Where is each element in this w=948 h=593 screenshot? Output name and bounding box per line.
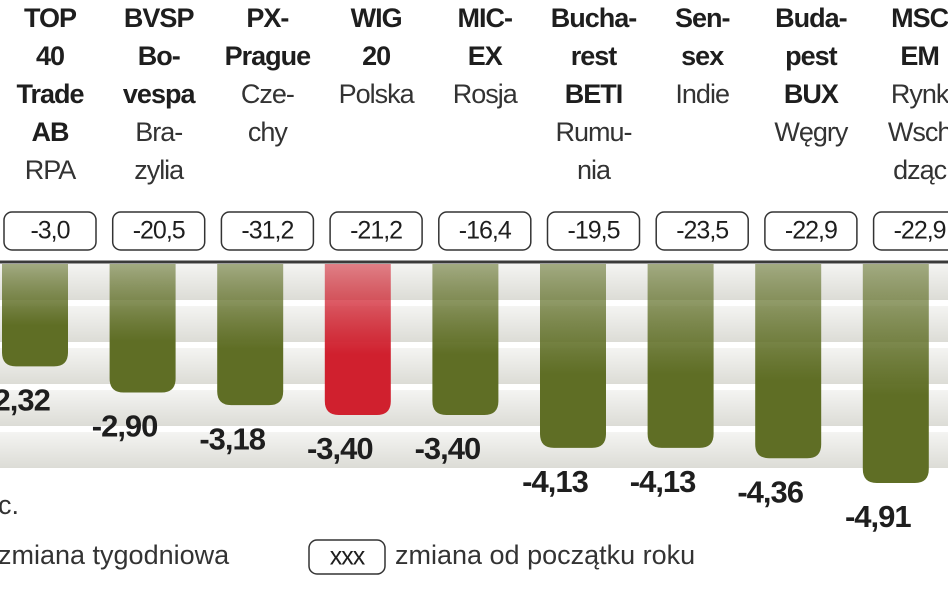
column-name: EX xyxy=(468,41,503,71)
ytd-label: -31,2 xyxy=(241,217,293,245)
bar xyxy=(755,264,822,459)
unit-note: c. xyxy=(0,490,19,520)
column-country: Polska xyxy=(339,79,416,109)
ytd-label: -22,9 xyxy=(894,217,946,245)
column-name: Trade xyxy=(16,79,84,109)
ytd-label: -3,0 xyxy=(30,217,69,245)
column-name: BUX xyxy=(784,79,839,109)
column-name: 40 xyxy=(36,41,64,71)
column-country: Rynk xyxy=(891,79,948,109)
bar xyxy=(324,264,391,415)
ytd-label: -22,9 xyxy=(785,217,837,245)
ytd-box xyxy=(3,211,97,251)
column-name: Sen- xyxy=(675,3,730,33)
column-name: sex xyxy=(681,41,724,71)
ytd-box xyxy=(872,211,948,251)
value-label: -3,40 xyxy=(415,431,481,466)
bar xyxy=(217,264,284,406)
ytd-label: -16,4 xyxy=(459,217,512,245)
column-country: Węgry xyxy=(774,117,849,147)
column-name: AB xyxy=(32,117,69,147)
column-country: Wsch xyxy=(888,117,948,147)
ytd-label: -19,5 xyxy=(568,217,620,245)
column-name: Bo- xyxy=(138,41,180,71)
value-label: -3,40 xyxy=(307,431,373,466)
column-name: 20 xyxy=(362,41,390,71)
column-country: Indie xyxy=(675,79,729,109)
value-label: -3,18 xyxy=(199,421,265,456)
ytd-box xyxy=(764,211,858,251)
column-name: BVSP xyxy=(124,3,195,33)
value-label: -2,32 xyxy=(0,383,50,418)
value-label: -4,13 xyxy=(630,464,696,499)
column-name: BETI xyxy=(565,79,623,109)
bar xyxy=(2,264,68,367)
column-name: vespa xyxy=(123,79,197,109)
ytd-box xyxy=(220,211,315,251)
legend-label: zmiana tygodniowa xyxy=(0,540,230,570)
column-name: rest xyxy=(571,41,618,71)
column-country: RPA xyxy=(25,155,77,185)
column-country: zylia xyxy=(134,155,185,185)
column-country: nia xyxy=(577,155,612,185)
value-label: -4,36 xyxy=(737,474,803,509)
ytd-box xyxy=(111,211,206,251)
legend-label: zmiana od początku roku xyxy=(395,540,695,570)
column-country: Rosja xyxy=(453,79,519,109)
bar xyxy=(109,264,176,393)
legend-box xyxy=(308,539,386,575)
value-label: -4,13 xyxy=(522,464,588,499)
column-name: MIC- xyxy=(458,3,512,33)
value-label: -2,90 xyxy=(92,409,158,444)
value-label: -4,91 xyxy=(845,499,911,534)
column-name: PX- xyxy=(246,3,288,33)
column-country: chy xyxy=(248,117,289,147)
column-country: Bra- xyxy=(135,117,182,147)
ytd-box xyxy=(438,211,532,251)
ytd-label: -20,5 xyxy=(133,217,185,245)
legend-symbol: xxx xyxy=(330,543,366,571)
bar xyxy=(647,264,714,448)
column-country: Rumu- xyxy=(555,117,631,147)
ytd-box xyxy=(546,211,641,251)
ytd-label: -21,2 xyxy=(350,217,402,245)
bar xyxy=(862,264,929,483)
ytd-label: -23,5 xyxy=(676,217,728,245)
column-name: Prague xyxy=(225,41,312,71)
column-name: MSC xyxy=(891,3,948,33)
column-name: Buda- xyxy=(775,3,847,33)
column-name: pest xyxy=(785,41,838,71)
column-name: WIG xyxy=(351,3,402,33)
bar xyxy=(432,264,499,415)
column-country: dząc xyxy=(893,155,947,185)
column-country: Cze- xyxy=(241,79,294,109)
bar xyxy=(540,264,606,448)
column-name: Bucha- xyxy=(551,3,637,33)
column-name: EM xyxy=(900,41,939,71)
ytd-box xyxy=(655,211,749,251)
column-name: TOP xyxy=(24,3,77,33)
ytd-box xyxy=(329,211,423,251)
